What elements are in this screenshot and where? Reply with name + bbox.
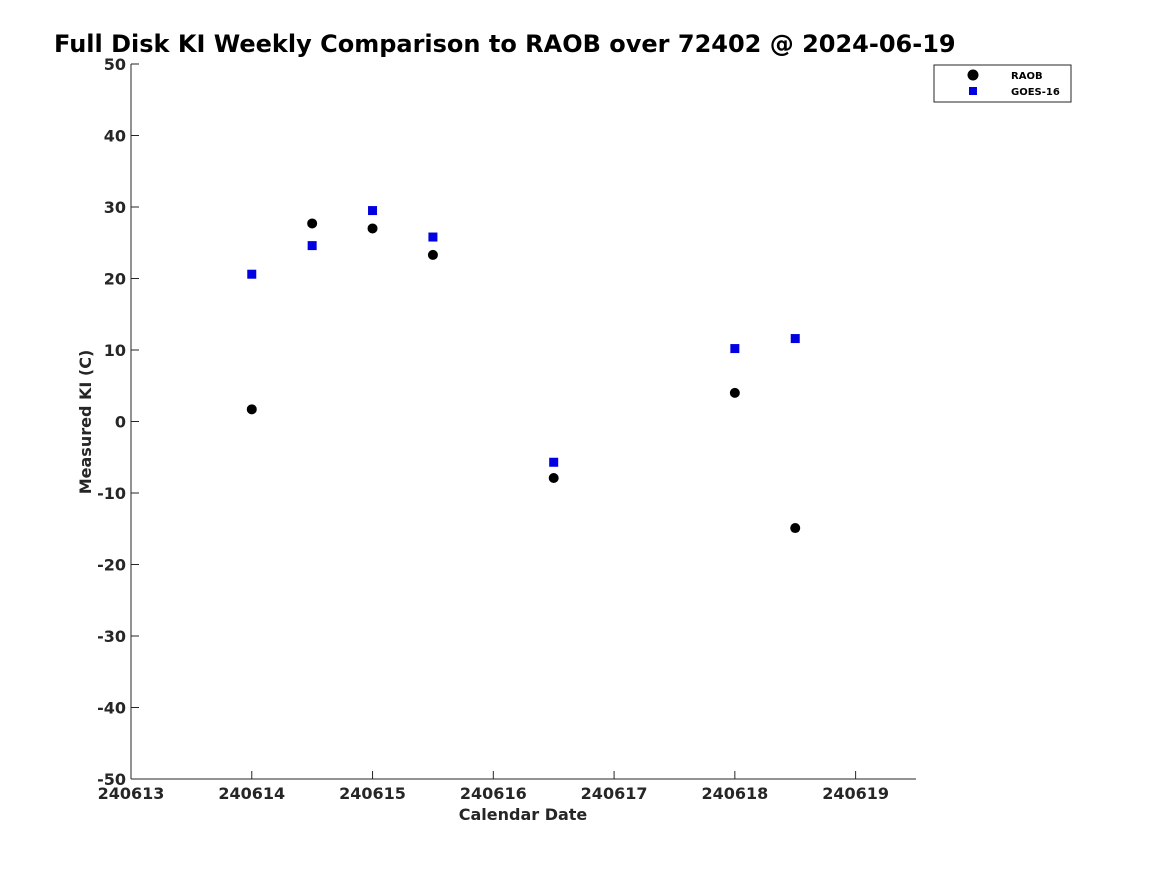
raob-point bbox=[790, 523, 801, 534]
legend-label-goes-16: GOES-16 bbox=[1011, 87, 1060, 98]
y-tick-label: 40 bbox=[104, 127, 126, 146]
y-tick-label: -50 bbox=[97, 770, 126, 789]
x-tick-label: 240619 bbox=[822, 784, 889, 803]
raob-point bbox=[246, 404, 257, 415]
raob-point bbox=[307, 218, 318, 229]
y-tick-label: 10 bbox=[104, 341, 126, 360]
raob-point bbox=[729, 387, 740, 398]
goes-16-point bbox=[428, 232, 438, 242]
raob-point bbox=[367, 223, 378, 234]
legend-marker-goes-16 bbox=[969, 87, 977, 95]
x-tick-label: 240613 bbox=[98, 784, 165, 803]
x-tick-label: 240618 bbox=[701, 784, 768, 803]
x-tick-label: 240614 bbox=[218, 784, 285, 803]
chart-title: Full Disk KI Weekly Comparison to RAOB o… bbox=[54, 30, 956, 58]
goes-16-point bbox=[730, 344, 740, 354]
goes-16-point bbox=[549, 457, 559, 467]
y-tick-label: -40 bbox=[97, 699, 126, 718]
goes-16-point bbox=[307, 241, 317, 251]
legend-label-raob: RAOB bbox=[1011, 71, 1043, 82]
y-tick-label: 30 bbox=[104, 198, 126, 217]
y-tick-label: 20 bbox=[104, 270, 126, 289]
goes-16-point bbox=[790, 334, 800, 344]
legend: RAOB GOES-16 bbox=[933, 64, 1072, 103]
goes-16-point bbox=[247, 269, 257, 279]
x-tick-label: 240616 bbox=[460, 784, 527, 803]
y-tick-label: 0 bbox=[115, 413, 126, 432]
y-tick-label: -20 bbox=[97, 556, 126, 575]
x-tick-label: 240615 bbox=[339, 784, 406, 803]
x-axis-label: Calendar Date bbox=[459, 805, 588, 824]
goes-16-point bbox=[368, 206, 378, 216]
legend-marker-raob bbox=[967, 69, 979, 81]
y-tick-label: 50 bbox=[104, 55, 126, 74]
y-axis-label: Measured KI (C) bbox=[76, 350, 95, 495]
legend-box bbox=[933, 64, 1072, 103]
x-tick-label: 240617 bbox=[581, 784, 648, 803]
y-tick-label: -30 bbox=[97, 627, 126, 646]
data-points bbox=[246, 206, 801, 534]
y-tick-label: -10 bbox=[97, 484, 126, 503]
raob-point bbox=[548, 472, 559, 483]
raob-point bbox=[427, 249, 438, 260]
axes: -50 -40 -30 -20 -10 0 10 20 30 40 50 240613 240614 24… bbox=[97, 55, 916, 803]
